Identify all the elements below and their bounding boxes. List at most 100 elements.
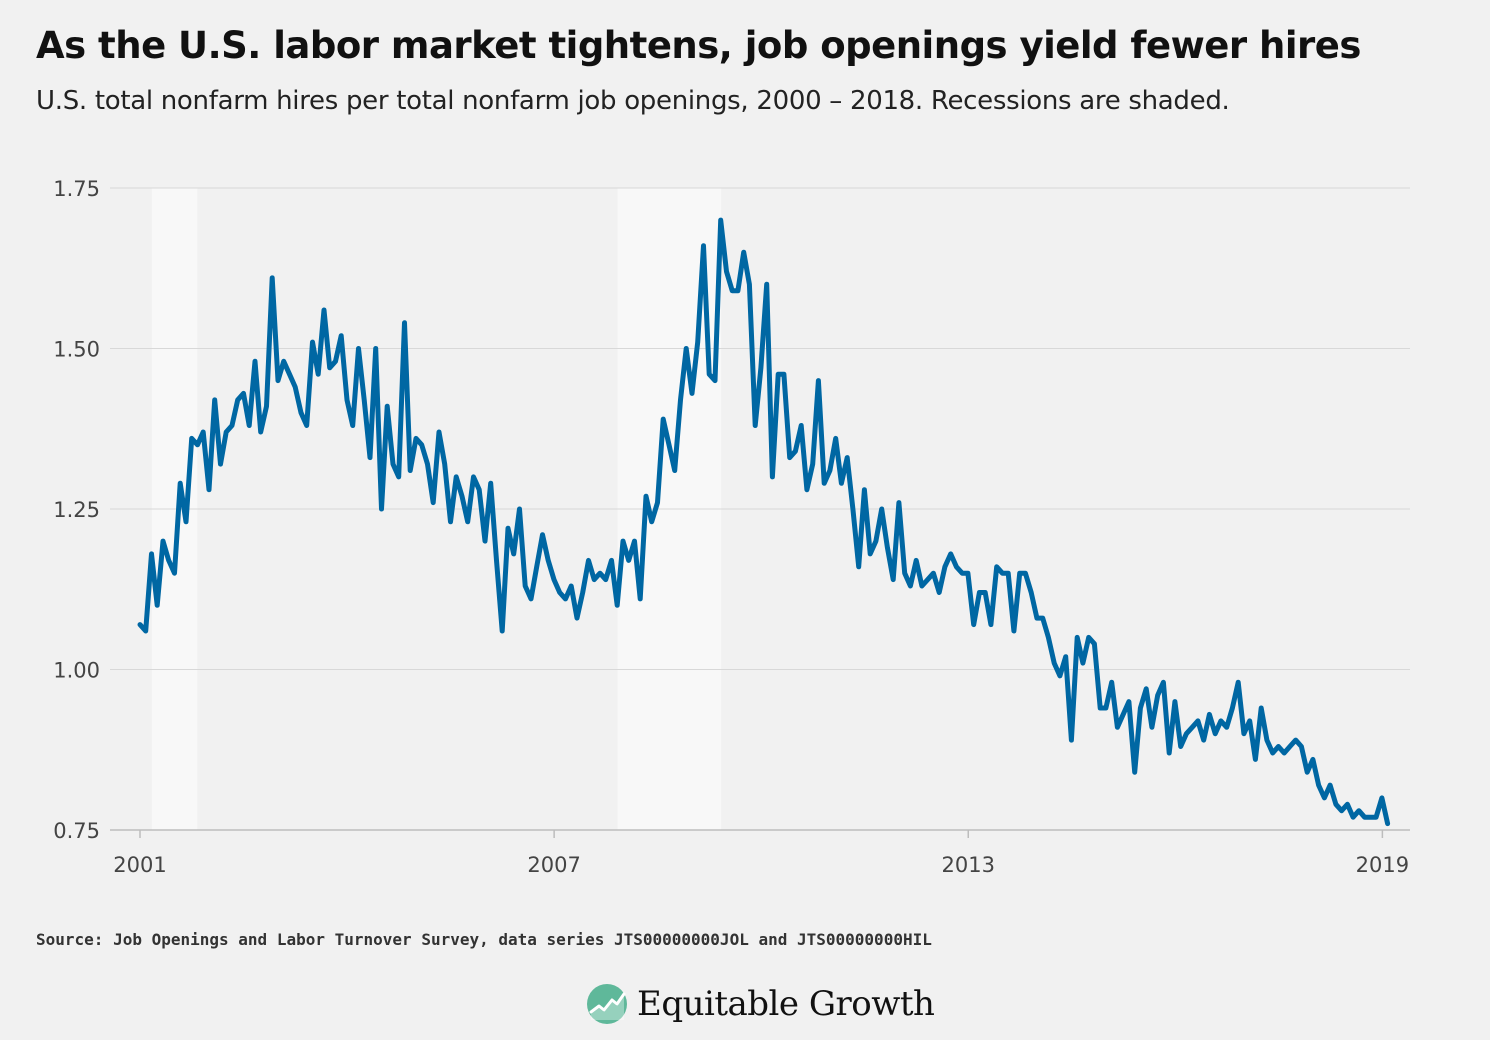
data-point [634, 540, 635, 542]
data-point [766, 283, 768, 285]
y-axis-ticks: 0.75 1.00 1.25 1.50 1.75 [53, 177, 100, 843]
data-point [1013, 630, 1015, 632]
data-point [1300, 746, 1302, 747]
data-point [1157, 694, 1159, 696]
data-point [651, 521, 653, 523]
data-point [501, 630, 503, 632]
data-point [191, 437, 193, 439]
data-point [1191, 726, 1193, 728]
data-point [1151, 726, 1153, 728]
data-point [1214, 733, 1216, 735]
data-point [685, 348, 687, 349]
data-point [1226, 726, 1228, 728]
data-point [243, 392, 244, 394]
data-point [909, 585, 911, 587]
x-tick-label: 2007 [527, 853, 580, 877]
data-point [1208, 713, 1210, 715]
data-point [1093, 643, 1095, 645]
data-point [1162, 681, 1164, 683]
data-point [1139, 707, 1141, 709]
data-point [794, 450, 796, 452]
brand-logo: Equitable Growth [585, 982, 935, 1026]
data-point [1174, 701, 1176, 703]
data-point [1203, 739, 1205, 741]
data-point [599, 572, 601, 574]
series [137, 217, 1391, 827]
data-point [1277, 746, 1279, 747]
data-point [162, 540, 164, 542]
data-point [703, 245, 704, 247]
data-point [720, 219, 722, 221]
data-point [886, 547, 888, 548]
data-point [404, 322, 405, 324]
data-point [737, 290, 739, 292]
source-note: Source: Job Openings and Labor Turnover … [36, 930, 932, 949]
data-point [898, 502, 900, 504]
data-point [1272, 752, 1274, 754]
data-point [323, 309, 325, 311]
x-tick-label: 2013 [942, 853, 995, 877]
data-point [1243, 733, 1245, 735]
data-point [996, 566, 998, 568]
data-point [1168, 752, 1170, 754]
data-point [1260, 707, 1262, 709]
data-point [978, 592, 980, 593]
data-point [691, 392, 693, 394]
data-point [1180, 746, 1182, 747]
data-point [1387, 823, 1389, 825]
data-point [904, 572, 906, 574]
data-point [1237, 681, 1239, 683]
data-point [1306, 771, 1308, 773]
data-point [461, 495, 463, 497]
data-point [1266, 739, 1268, 741]
data-point [1042, 617, 1044, 619]
growth-circle-icon [587, 984, 627, 1024]
data-point [1053, 662, 1055, 664]
data-point [1364, 816, 1366, 818]
data-point [248, 425, 250, 426]
data-point [1341, 810, 1343, 812]
data-point [1249, 720, 1251, 722]
data-point [547, 559, 549, 561]
data-point [386, 405, 388, 407]
data-point [415, 437, 417, 439]
data-point [967, 572, 969, 574]
data-point [317, 373, 319, 375]
data-point [1295, 739, 1297, 741]
y-tick-label: 1.75 [53, 177, 100, 201]
data-point [1105, 707, 1107, 709]
data-point [708, 373, 710, 375]
data-point [358, 348, 359, 349]
data-point [823, 482, 825, 484]
data-point [369, 457, 371, 459]
data-point [835, 437, 837, 439]
data-point [1358, 810, 1360, 812]
data-point [519, 508, 520, 510]
data-point [329, 367, 331, 369]
data-point [622, 540, 624, 542]
data-point [789, 457, 791, 459]
data-point [277, 380, 279, 382]
data-point [1030, 592, 1032, 593]
data-point [593, 579, 595, 581]
data-point [553, 579, 555, 581]
data-point [513, 553, 515, 555]
data-point [524, 585, 526, 587]
data-point [771, 476, 773, 478]
data-point [225, 431, 227, 433]
data-point [748, 283, 750, 285]
data-point [697, 341, 699, 343]
chart-subtitle: U.S. total nonfarm hires per total nonfa… [36, 86, 1230, 116]
data-point [616, 604, 618, 606]
data-point [478, 489, 480, 491]
data-point [266, 405, 267, 407]
data-point [363, 399, 365, 401]
data-point [984, 592, 986, 593]
data-point [490, 482, 492, 484]
data-point [1036, 617, 1038, 619]
data-point [1047, 636, 1049, 638]
chart-title: As the U.S. labor market tightens, job o… [36, 24, 1361, 67]
data-point [915, 559, 917, 561]
data-point [743, 251, 745, 253]
data-point [812, 463, 814, 465]
